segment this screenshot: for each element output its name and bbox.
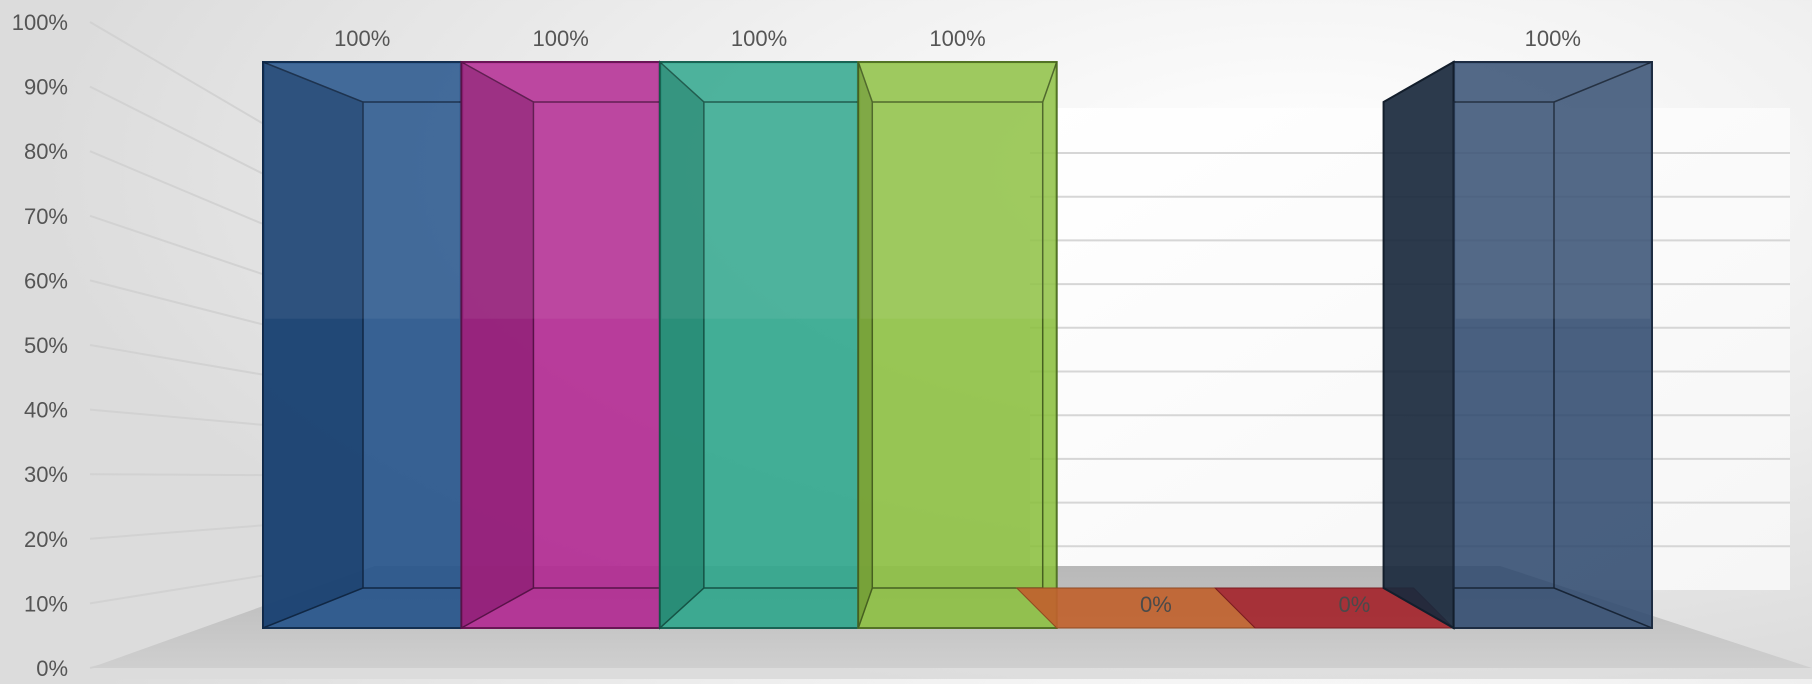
bar-front-face: [857, 61, 1058, 629]
data-label: 100%: [1525, 26, 1581, 51]
bar-side-face: [1382, 60, 1455, 630]
y-tick-label: 10%: [24, 591, 68, 616]
gridline-side: [89, 21, 263, 124]
gridline-side: [89, 85, 263, 175]
bar-5: [1015, 587, 1257, 629]
y-tick-label: 0%: [36, 656, 68, 679]
gridline-side: [89, 279, 263, 326]
bar-7: [1382, 60, 1653, 630]
gridline-side: [89, 408, 263, 426]
bar-highlight: [463, 64, 658, 319]
y-tick-label: 100%: [12, 10, 68, 35]
bar-highlight: [1455, 64, 1650, 319]
data-label: 100%: [334, 26, 390, 51]
bar-front-face: [1452, 61, 1653, 629]
y-tick-label: 60%: [24, 268, 68, 293]
data-label: 0%: [1140, 592, 1172, 617]
bar-1: [262, 60, 463, 630]
y-tick-label: 30%: [24, 462, 68, 487]
gridline-side: [89, 574, 263, 605]
bar-3: [658, 60, 860, 630]
gridline-side: [89, 524, 263, 540]
data-label: 100%: [731, 26, 787, 51]
data-label: 100%: [533, 26, 589, 51]
y-tick-label: 50%: [24, 333, 68, 358]
bar-2: [460, 60, 661, 630]
gridline-side: [89, 214, 263, 275]
bar-edge: [1553, 587, 1653, 629]
bar-edge: [1553, 61, 1653, 103]
bar-highlight: [860, 64, 1055, 319]
y-tick-label: 40%: [24, 398, 68, 423]
bar-slab: [1015, 587, 1257, 629]
bar-4: [857, 61, 1058, 629]
y-tick-label: 80%: [24, 139, 68, 164]
gridline-side: [89, 150, 263, 225]
data-label: 0%: [1338, 592, 1370, 617]
y-tick-label: 20%: [24, 527, 68, 552]
y-tick-label: 70%: [24, 204, 68, 229]
data-label: 100%: [929, 26, 985, 51]
bar-highlight: [265, 64, 460, 319]
bar-highlight: [661, 64, 857, 319]
bar-back-panel: [1452, 101, 1555, 589]
gridline-side: [89, 473, 263, 477]
y-tick-label: 90%: [24, 75, 68, 100]
bar-edge: [1042, 61, 1058, 103]
gridline-side: [89, 344, 263, 376]
